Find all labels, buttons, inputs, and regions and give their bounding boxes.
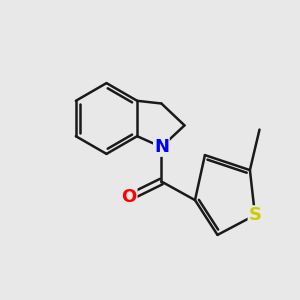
Text: N: N	[154, 138, 169, 156]
Text: S: S	[248, 206, 262, 224]
Text: O: O	[122, 188, 136, 206]
